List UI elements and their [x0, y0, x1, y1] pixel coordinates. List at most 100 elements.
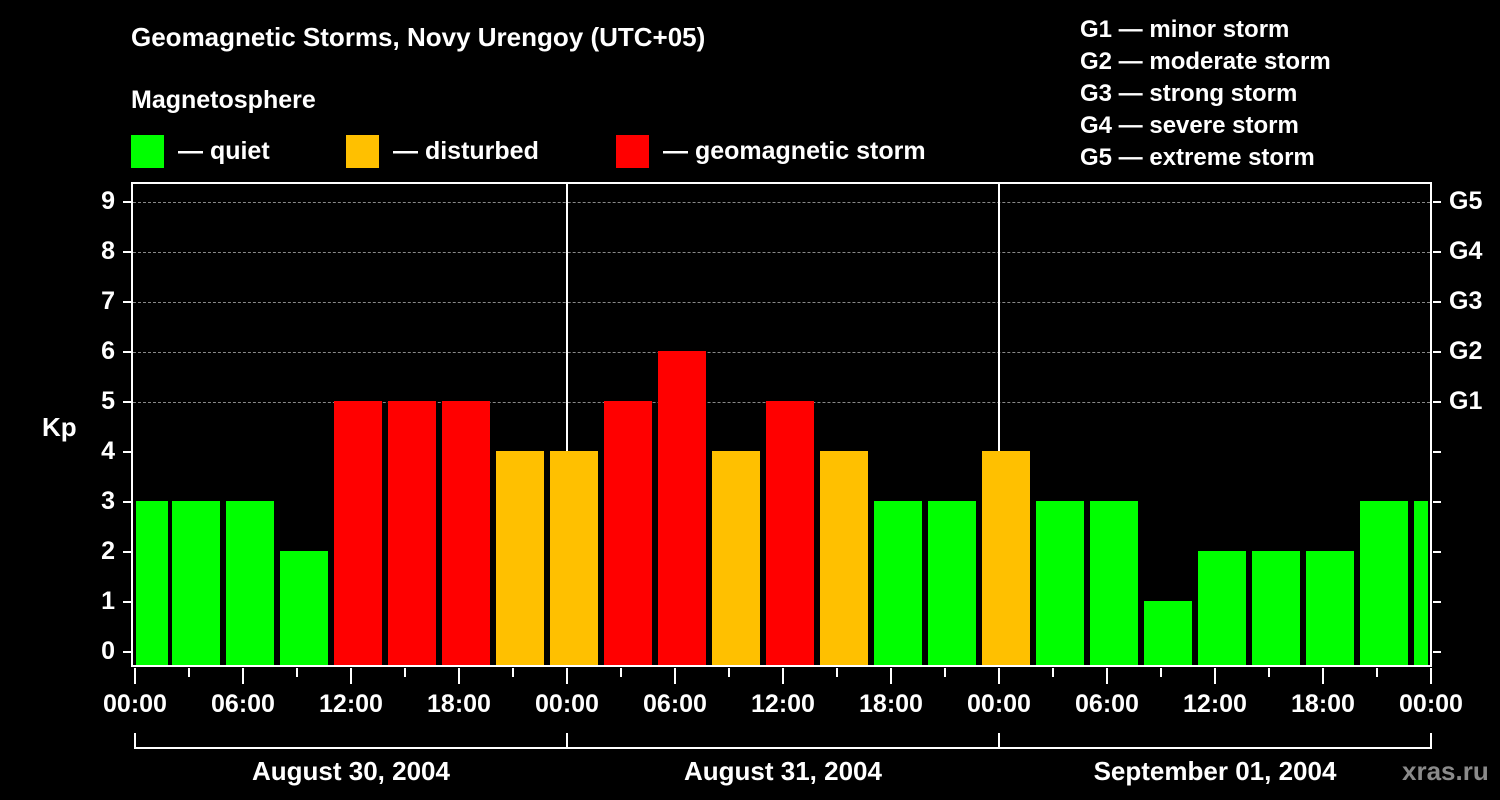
- legend-storm: — geomagnetic storm: [616, 134, 926, 168]
- x-tick-label: 18:00: [859, 690, 923, 718]
- x-tick-minor: [728, 668, 730, 677]
- kp-bar: [550, 451, 598, 665]
- kp-bar: [496, 451, 544, 665]
- x-tick-major: [1322, 668, 1324, 684]
- x-tick-label: 18:00: [427, 690, 491, 718]
- day-separator: [566, 184, 568, 665]
- kp-bar: [1036, 501, 1084, 665]
- x-tick-major: [134, 668, 136, 684]
- legend-storm-label: — geomagnetic storm: [663, 136, 926, 165]
- y-tick: [123, 201, 131, 203]
- x-tick-label: 00:00: [535, 690, 599, 718]
- kp-bar: [226, 501, 274, 665]
- g-scale-label: G5: [1449, 187, 1483, 215]
- x-tick-label: 06:00: [643, 690, 707, 718]
- kp-bar: [982, 451, 1030, 665]
- y-tick: [123, 451, 131, 453]
- x-tick-major: [1430, 668, 1432, 684]
- gridline: [133, 252, 1430, 253]
- x-tick-major: [674, 668, 676, 684]
- g3-legend: G3 — strong storm: [1080, 80, 1298, 107]
- x-tick-major: [1106, 668, 1108, 684]
- quiet-swatch: [131, 134, 164, 168]
- y-tick: [123, 651, 131, 653]
- y-tick: [123, 351, 131, 353]
- x-tick-minor: [944, 668, 946, 677]
- y-tick-right: [1433, 201, 1441, 203]
- g1-legend: G1 — minor storm: [1080, 16, 1290, 43]
- kp-bar: [1360, 501, 1408, 665]
- y-tick-label: 3: [101, 487, 115, 515]
- y-tick-right: [1433, 351, 1441, 353]
- y-tick-label: 9: [101, 187, 115, 215]
- kp-bar: [136, 501, 168, 665]
- day-bracket-tick: [1430, 733, 1432, 749]
- watermark: xras.ru: [1402, 756, 1489, 786]
- x-tick-minor: [296, 668, 298, 677]
- y-tick-label: 4: [101, 437, 115, 465]
- x-tick-minor: [188, 668, 190, 677]
- kp-bar: [928, 501, 976, 665]
- x-tick-minor: [1052, 668, 1054, 677]
- x-tick-label: 00:00: [103, 690, 167, 718]
- x-tick-major: [782, 668, 784, 684]
- x-tick-major: [350, 668, 352, 684]
- g-scale-label: G2: [1449, 337, 1483, 365]
- x-tick-major: [890, 668, 892, 684]
- y-tick-right: [1433, 251, 1441, 253]
- kp-bar: [1414, 501, 1428, 665]
- day-label: September 01, 2004: [1093, 756, 1337, 786]
- kp-bar: [280, 551, 328, 665]
- legend-quiet-label: — quiet: [178, 136, 270, 165]
- y-tick-right: [1433, 551, 1441, 553]
- x-tick-minor: [1268, 668, 1270, 677]
- x-tick-minor: [404, 668, 406, 677]
- y-tick-label: 8: [101, 237, 115, 265]
- x-tick-label: 12:00: [319, 690, 383, 718]
- kp-bar: [1252, 551, 1300, 665]
- kp-bar: [820, 451, 868, 665]
- y-tick-right: [1433, 501, 1441, 503]
- x-tick-major: [242, 668, 244, 684]
- y-tick: [123, 551, 131, 553]
- g-scale-label: G4: [1449, 237, 1483, 265]
- y-tick-right: [1433, 401, 1441, 403]
- y-tick: [123, 401, 131, 403]
- x-tick-label: 12:00: [1183, 690, 1247, 718]
- g5-legend: G5 — extreme storm: [1080, 144, 1315, 171]
- y-tick-label: 6: [101, 337, 115, 365]
- x-tick-major: [1214, 668, 1216, 684]
- kp-bar: [388, 401, 436, 665]
- g4-legend: G4 — severe storm: [1080, 112, 1299, 139]
- legend-disturbed-label: — disturbed: [393, 136, 539, 165]
- kp-bar: [766, 401, 814, 665]
- y-tick: [123, 251, 131, 253]
- kp-bar: [712, 451, 760, 665]
- day-separator: [998, 184, 1000, 665]
- y-tick-label: 0: [101, 637, 115, 665]
- kp-bar: [658, 351, 706, 665]
- plot-area: [131, 182, 1432, 667]
- x-tick-label: 06:00: [211, 690, 275, 718]
- x-tick-minor: [1376, 668, 1378, 677]
- x-tick-major: [458, 668, 460, 684]
- y-tick-label: 7: [101, 287, 115, 315]
- y-tick: [123, 301, 131, 303]
- g-scale-label: G1: [1449, 387, 1483, 415]
- kp-bar: [172, 501, 220, 665]
- x-tick-minor: [836, 668, 838, 677]
- day-bracket-tick: [566, 733, 568, 749]
- y-tick-right: [1433, 601, 1441, 603]
- kp-bar: [1144, 601, 1192, 665]
- gridline: [133, 202, 1430, 203]
- kp-bar: [1306, 551, 1354, 665]
- day-bracket-tick: [998, 733, 1000, 749]
- g-scale-legend: G1 — minor storm G2 — moderate storm G3 …: [1080, 14, 1331, 174]
- x-tick-major: [998, 668, 1000, 684]
- kp-bar: [874, 501, 922, 665]
- y-tick: [123, 601, 131, 603]
- y-tick-right: [1433, 451, 1441, 453]
- kp-bar: [442, 401, 490, 665]
- y-tick-label: 5: [101, 387, 115, 415]
- day-bracket-tick: [134, 733, 136, 749]
